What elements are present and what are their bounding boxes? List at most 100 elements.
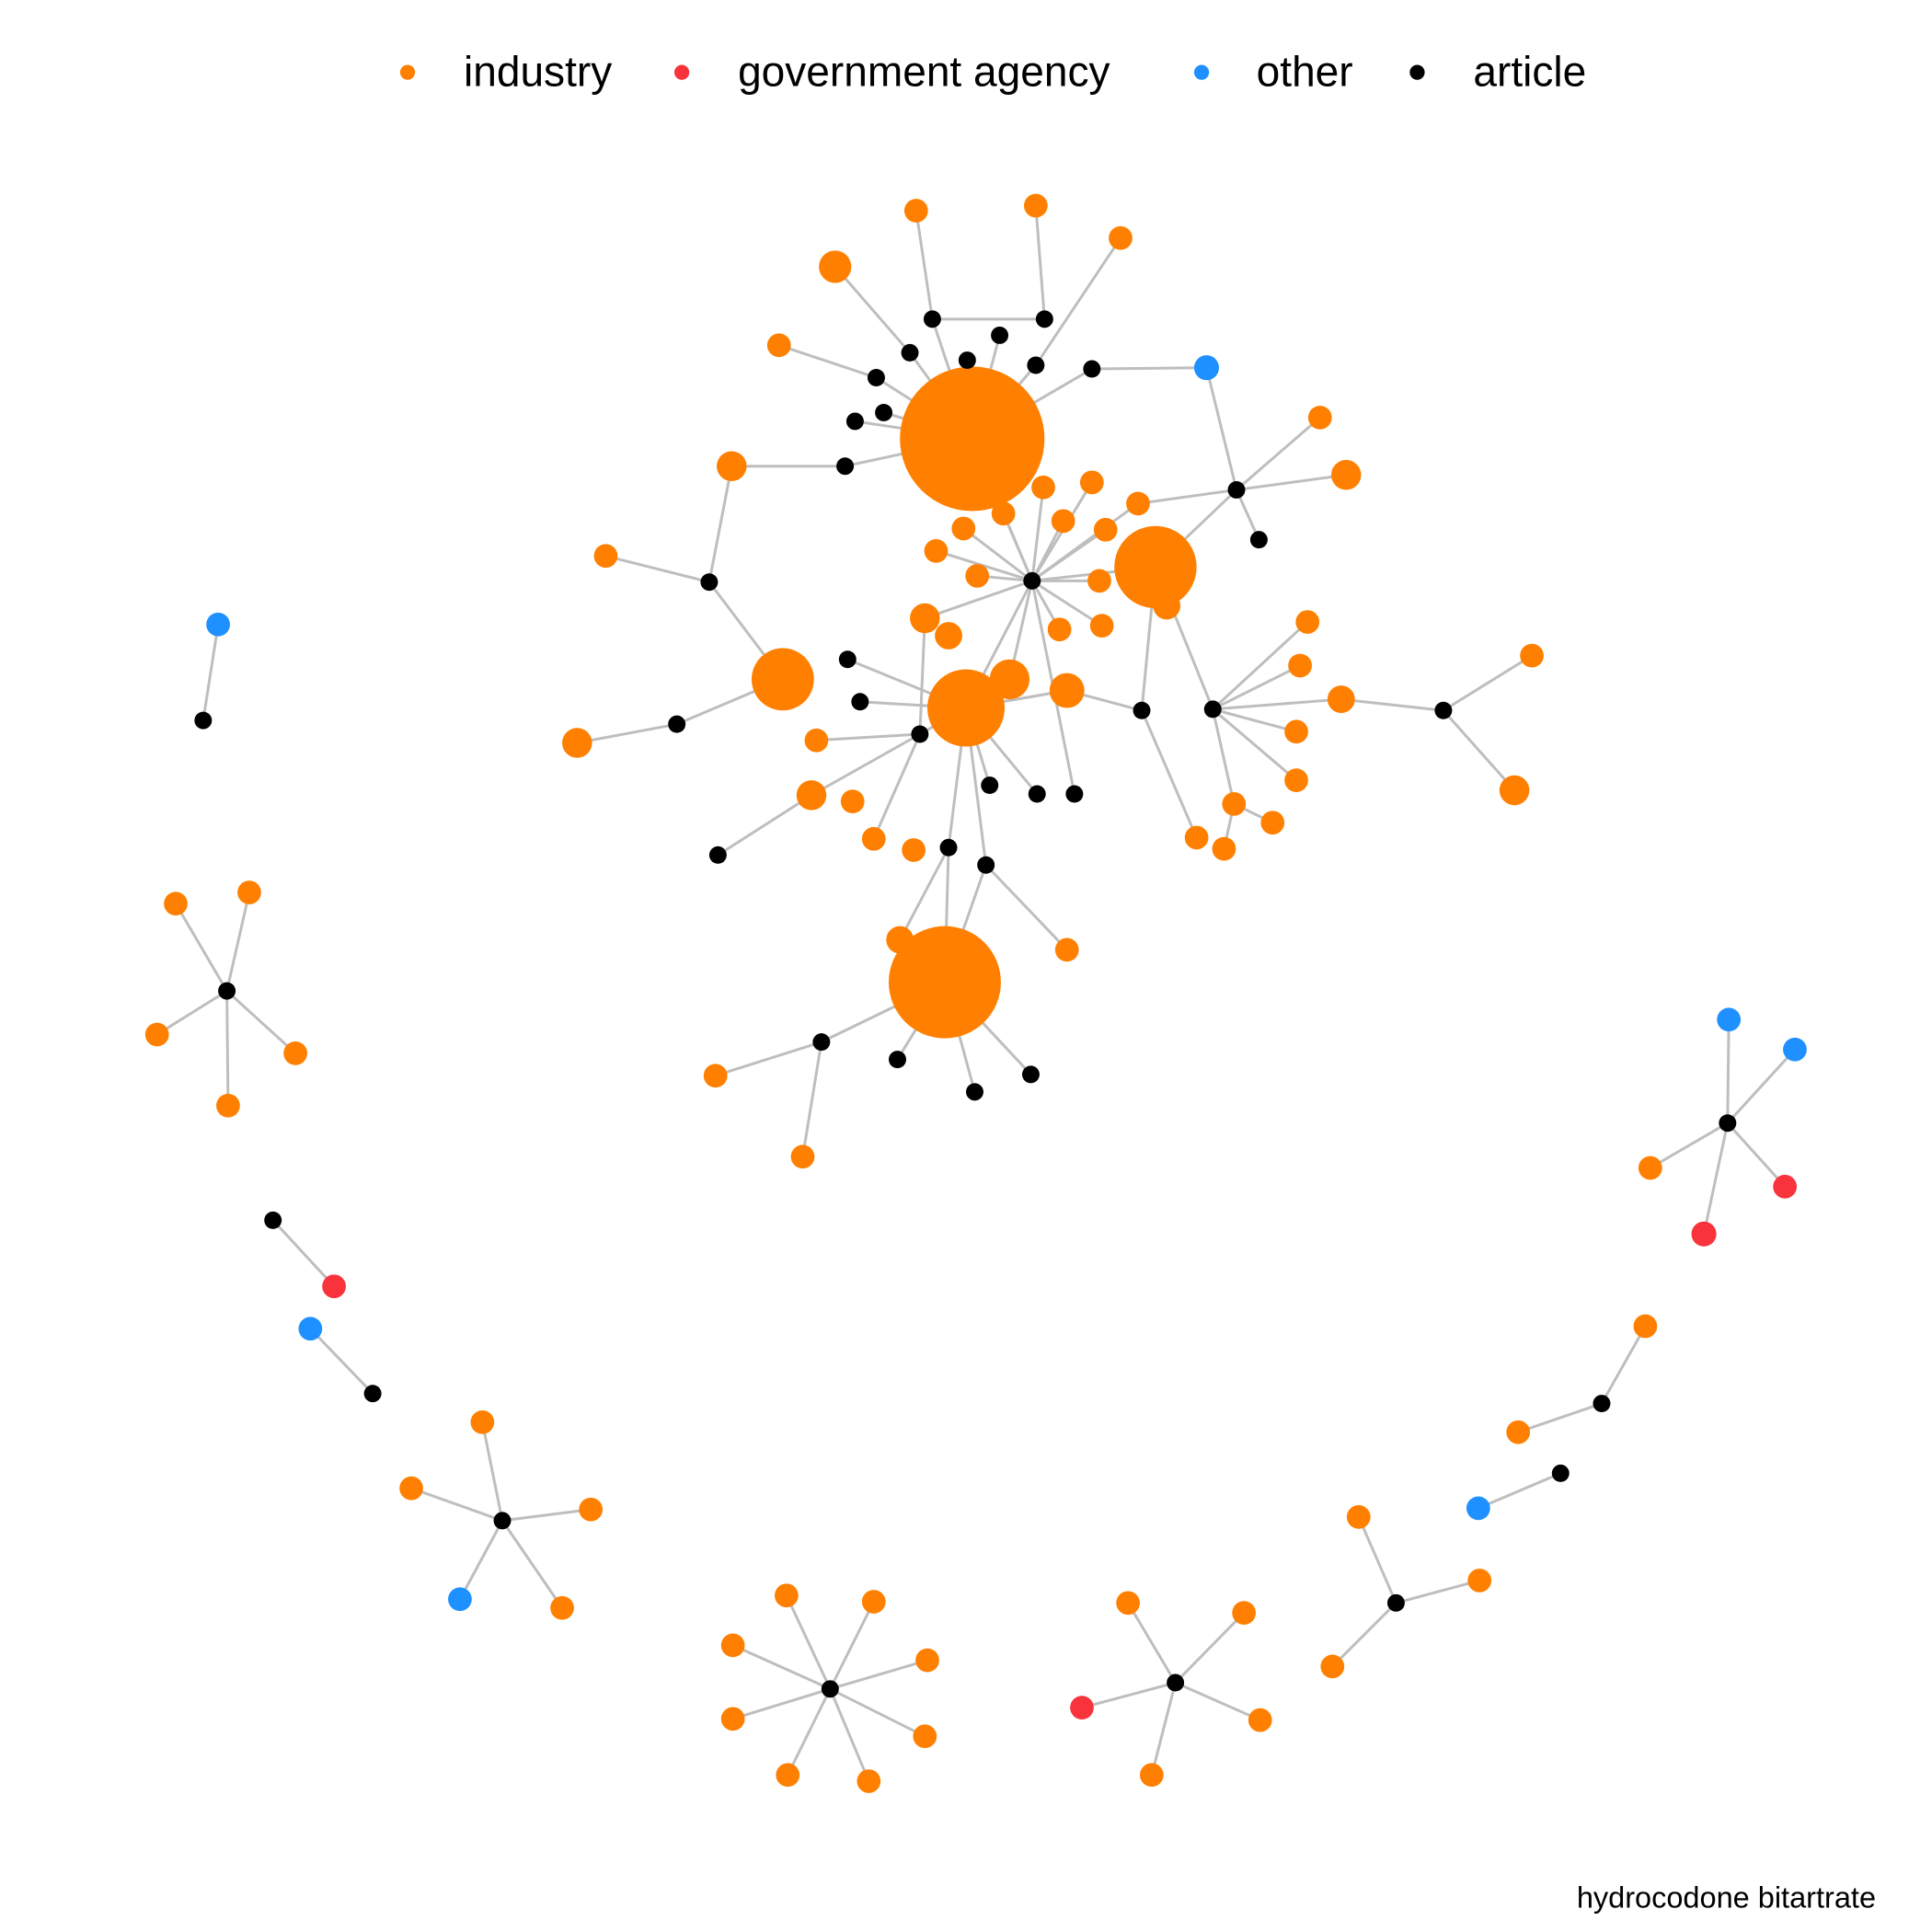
- node: [144, 1022, 169, 1047]
- edge: [732, 1687, 831, 1720]
- edge: [1331, 1602, 1397, 1668]
- node: [1051, 509, 1075, 534]
- node: [790, 1144, 815, 1169]
- node: [1691, 1221, 1717, 1247]
- node: [1083, 360, 1101, 378]
- edge: [1174, 1612, 1246, 1685]
- node: [1288, 653, 1312, 678]
- node: [958, 351, 976, 370]
- node: [861, 826, 886, 851]
- node: [363, 1385, 382, 1403]
- node: [399, 1476, 423, 1501]
- node: [717, 451, 747, 481]
- legend-dot: [399, 64, 416, 80]
- edge: [1236, 416, 1321, 491]
- node: [989, 659, 1030, 700]
- edge: [1081, 1681, 1176, 1709]
- node: [821, 1680, 839, 1698]
- edge: [500, 1520, 564, 1609]
- edge: [1212, 664, 1301, 711]
- edge: [962, 527, 1033, 582]
- legend-dot: [673, 64, 690, 80]
- edge: [1600, 1325, 1647, 1405]
- node: [1140, 1763, 1164, 1788]
- edge: [872, 733, 922, 840]
- edge: [715, 1041, 822, 1077]
- node: [923, 310, 941, 328]
- edge: [201, 624, 220, 721]
- node: [562, 728, 592, 758]
- node: [1049, 673, 1085, 708]
- edge: [801, 1041, 823, 1157]
- edge: [1126, 1602, 1177, 1684]
- node: [1249, 531, 1268, 549]
- node: [900, 366, 1045, 512]
- node: [939, 838, 958, 857]
- node: [776, 1763, 800, 1788]
- node: [875, 403, 893, 421]
- edge: [577, 722, 677, 744]
- legend-label: other: [1257, 47, 1353, 95]
- edge: [1175, 1681, 1261, 1722]
- node: [840, 789, 865, 814]
- node: [812, 1033, 831, 1052]
- node: [216, 1093, 240, 1118]
- node: [981, 776, 999, 795]
- node: [1466, 1496, 1490, 1521]
- edge: [918, 617, 926, 735]
- node: [550, 1595, 574, 1620]
- node: [951, 516, 976, 541]
- node: [836, 457, 855, 476]
- edge: [1650, 1121, 1729, 1169]
- node: [1047, 617, 1072, 642]
- node: [1346, 1504, 1371, 1529]
- legend-dot: [1409, 64, 1425, 80]
- edge: [1140, 709, 1199, 839]
- node: [966, 1083, 983, 1101]
- node: [1093, 517, 1118, 542]
- edge: [707, 466, 733, 582]
- node: [206, 612, 230, 637]
- node: [910, 603, 940, 634]
- edge: [924, 579, 1033, 620]
- edge: [717, 794, 812, 857]
- node: [1065, 785, 1084, 803]
- edge: [1034, 236, 1122, 366]
- caption: hydrocodone bitartrate: [1577, 1880, 1876, 1914]
- node: [1499, 775, 1530, 806]
- node: [913, 1724, 937, 1749]
- node: [1638, 1156, 1662, 1180]
- node: [708, 845, 727, 864]
- node: [1260, 811, 1285, 835]
- edge: [1150, 1682, 1178, 1776]
- edge: [1212, 707, 1297, 782]
- edge: [732, 1644, 831, 1691]
- node: [1089, 614, 1114, 638]
- node: [720, 1633, 745, 1658]
- node: [1031, 475, 1055, 500]
- nodes: [144, 193, 1807, 1793]
- node: [1212, 836, 1236, 861]
- node: [1035, 310, 1053, 328]
- node: [977, 856, 995, 874]
- node: [901, 343, 919, 362]
- edge: [225, 989, 297, 1054]
- edge: [605, 554, 710, 584]
- node: [796, 780, 827, 811]
- edge: [828, 1601, 876, 1690]
- node: [1717, 1007, 1742, 1032]
- edge: [1235, 489, 1260, 541]
- node: [1227, 480, 1246, 499]
- legend-label: industry: [464, 47, 612, 95]
- node: [1330, 459, 1362, 490]
- edge: [1034, 205, 1046, 319]
- legend: industry government agency other article: [399, 47, 1586, 95]
- edge: [458, 1520, 504, 1600]
- edge: [786, 1688, 832, 1776]
- node: [1386, 1593, 1405, 1612]
- node: [1079, 470, 1104, 495]
- node: [838, 650, 857, 669]
- edge: [1478, 1472, 1561, 1510]
- edge: [1137, 488, 1237, 505]
